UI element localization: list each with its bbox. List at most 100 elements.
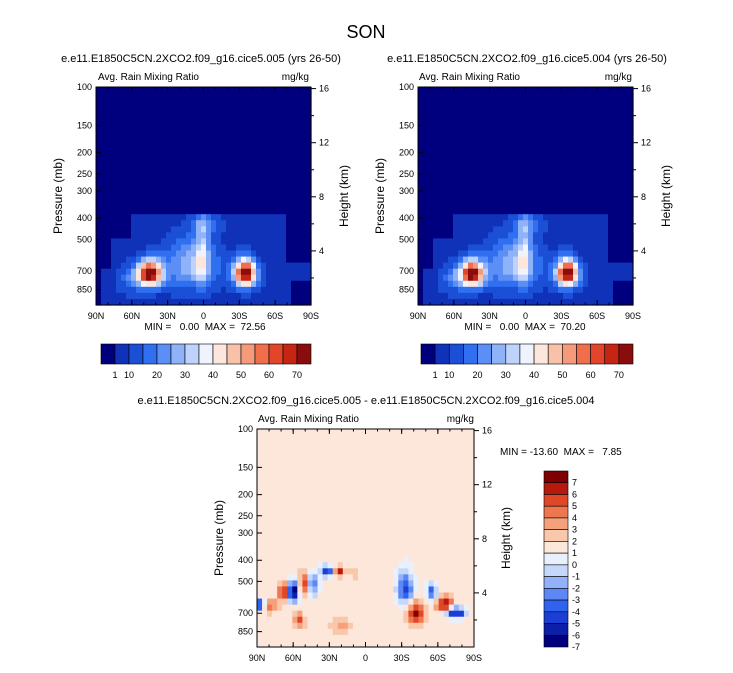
panel2-heatmap-cell xyxy=(488,87,494,94)
panel2-heatmap-cell xyxy=(433,262,439,270)
panel3-heatmap-cell xyxy=(368,441,374,448)
panel3-heatmap-cell xyxy=(352,519,359,527)
panel2-heatmap-cell xyxy=(518,262,524,270)
panel2-heatmap-cell xyxy=(523,183,529,191)
panel2-heatmap-cell xyxy=(468,123,474,130)
panel3-heatmap-cell xyxy=(282,447,288,454)
panel2-heatmap-cell xyxy=(418,111,424,118)
panel2-heatmap-cell xyxy=(458,232,464,239)
panel2-x-tick-label: 90S xyxy=(625,311,641,321)
panel1-heatmap-cell xyxy=(96,238,102,246)
panel1-heatmap-cell xyxy=(196,153,202,161)
panel2-colorbar-swatch xyxy=(604,343,620,365)
panel1-heatmap-cell xyxy=(256,123,262,130)
panel3-heatmap-cell xyxy=(428,628,435,636)
panel2-heatmap-cell xyxy=(493,196,499,203)
panel1-heatmap-cell xyxy=(106,202,112,209)
panel2-heatmap-cell xyxy=(538,153,544,161)
panel1-heatmap-cell xyxy=(156,256,162,264)
panel2-heatmap-cell xyxy=(508,87,514,94)
panel1-heatmap-cell xyxy=(206,117,212,124)
panel1-heatmap-cell xyxy=(116,268,122,276)
panel2-heatmap-cell xyxy=(508,268,514,276)
panel2-heatmap-cell xyxy=(523,214,529,221)
panel3-heatmap-cell xyxy=(297,489,304,497)
panel1-heatmap-cell xyxy=(306,117,312,124)
panel3-heatmap-cell xyxy=(327,459,334,466)
panel2-heatmap-cell xyxy=(518,268,524,276)
panel1-heatmap-cell xyxy=(281,244,287,252)
panel1-heatmap-cell xyxy=(251,177,257,185)
panel3-heatmap-cell xyxy=(327,489,334,497)
panel2-heatmap-cell xyxy=(428,244,434,252)
panel1-heatmap-cell xyxy=(266,238,272,246)
panel2-heatmap-cell xyxy=(493,183,499,191)
panel1-heatmap-cell xyxy=(181,111,187,118)
panel2-heatmap-cell xyxy=(568,111,574,118)
panel2-heatmap-cell xyxy=(513,87,519,94)
panel1-heatmap-cell xyxy=(126,202,132,209)
panel3-heatmap-cell xyxy=(297,501,304,509)
panel2-heatmap-cell xyxy=(433,177,439,185)
panel1-heatmap-cell xyxy=(131,111,137,118)
panel1-heatmap-cell xyxy=(131,238,137,246)
panel3-heatmap-cell xyxy=(287,531,293,539)
panel3-heatmap-cell xyxy=(393,628,399,636)
panel2-heatmap-cell xyxy=(463,93,469,100)
panel1-heatmap-cell xyxy=(306,141,312,149)
panel2-heatmap-cell xyxy=(568,202,574,209)
panel2-heatmap-cell xyxy=(608,87,614,94)
panel3-heatmap-cell xyxy=(428,550,435,557)
panel2-heatmap-cell xyxy=(623,268,629,276)
panel3-heatmap-cell xyxy=(373,580,379,588)
panel1-heatmap-cell xyxy=(301,171,307,179)
panel2-heatmap-cell xyxy=(498,262,504,270)
panel3-heatmap-cell xyxy=(368,580,374,588)
panel1-heatmap-cell xyxy=(271,220,277,227)
panel2-heatmap-cell xyxy=(468,202,474,209)
panel1-heatmap-cell xyxy=(136,280,142,288)
panel2-heatmap-cell xyxy=(443,105,449,112)
panel3-colorbar-swatch xyxy=(543,552,569,566)
panel1-heatmap-cell xyxy=(196,286,202,294)
panel1-heatmap-cell xyxy=(271,159,277,167)
panel3-heatmap-cell xyxy=(322,435,329,442)
panel2-heatmap-cell xyxy=(448,177,454,185)
panel1-heatmap-cell xyxy=(166,280,172,288)
panel1-heatmap-cell xyxy=(156,226,162,233)
panel3-heatmap-cell xyxy=(267,544,273,551)
panel1-heatmap-cell xyxy=(196,141,202,149)
panel1-heatmap-cell xyxy=(251,226,257,233)
panel2-heatmap-cell xyxy=(558,171,564,179)
panel3-heatmap-cell xyxy=(267,598,273,606)
panel1-heatmap-cell xyxy=(216,159,222,167)
panel2-heatmap-cell xyxy=(448,165,454,173)
panel3-heatmap-cell xyxy=(388,592,394,600)
panel3-heatmap-cell xyxy=(403,640,409,648)
panel2-heatmap-cell xyxy=(518,171,524,179)
panel1-heatmap-cell xyxy=(96,250,102,258)
panel2-heatmap-cell xyxy=(503,111,509,118)
panel3-heatmap-cell xyxy=(277,519,283,527)
panel2-heatmap-cell xyxy=(488,256,494,264)
panel2-heatmap-cell xyxy=(623,226,629,233)
panel1-heatmap-cell xyxy=(156,196,162,203)
panel1-heatmap-cell xyxy=(276,232,282,239)
panel1-heatmap-cell xyxy=(106,165,112,173)
panel1-heatmap-cell xyxy=(96,135,102,143)
panel3-heatmap-cell xyxy=(342,592,349,600)
panel1-heatmap-cell xyxy=(281,141,287,149)
panel2-heatmap-cell xyxy=(458,250,464,258)
panel2-heatmap-cell xyxy=(453,189,459,197)
panel1-heatmap-cell xyxy=(121,147,127,155)
panel3-heatmap-cell xyxy=(413,634,420,642)
panel2-heatmap-cell xyxy=(478,280,484,288)
panel1-heatmap-cell xyxy=(246,159,252,167)
panel1-heatmap-cell xyxy=(161,153,167,161)
panel1-heatmap-cell xyxy=(126,244,132,252)
panel3-heatmap-cell xyxy=(383,550,389,557)
panel1-heatmap-cell xyxy=(136,159,142,167)
panel1-heatmap-cell xyxy=(146,292,152,300)
panel2-heatmap-cell xyxy=(513,256,519,264)
panel3-heatmap-cell xyxy=(327,592,334,600)
